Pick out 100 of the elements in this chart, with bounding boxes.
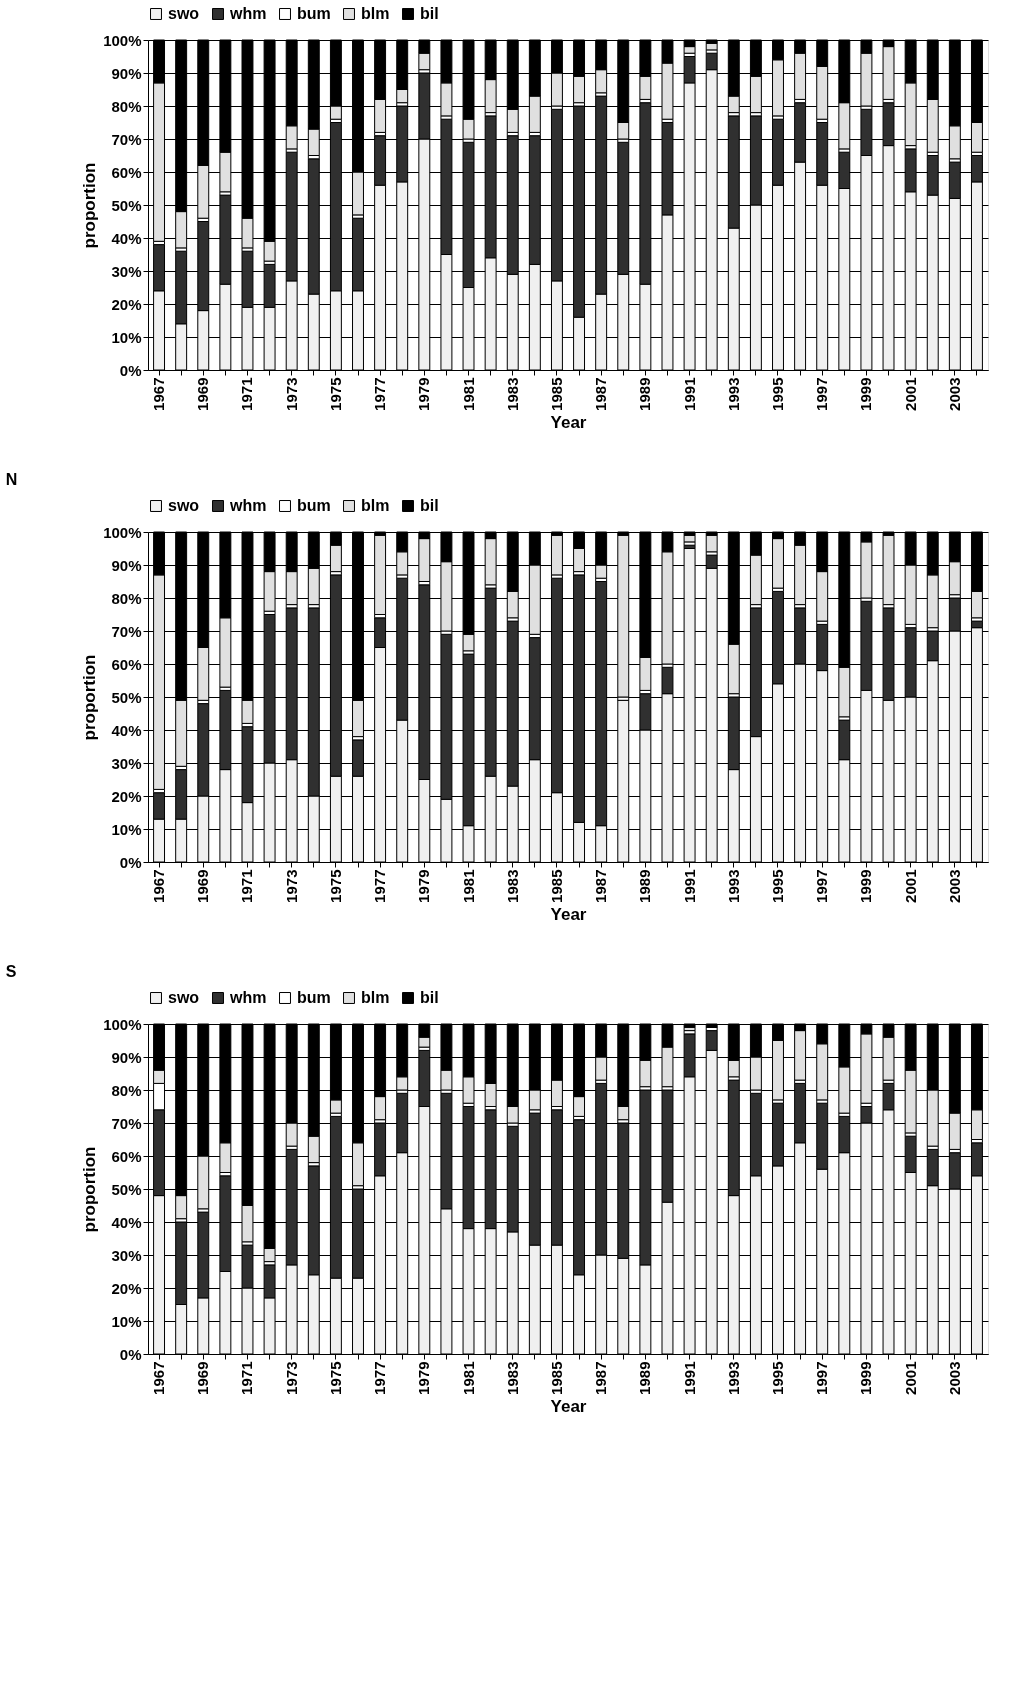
y-tick-label: 70% bbox=[111, 1114, 142, 1132]
legend-label: whm bbox=[229, 497, 267, 514]
y-tick-label: 90% bbox=[111, 556, 142, 574]
y-tick-label: 40% bbox=[111, 1213, 142, 1231]
y-tick-label: 60% bbox=[111, 163, 142, 181]
x-tick-label: 1969 bbox=[194, 1361, 212, 1395]
x-tick-label: 1967 bbox=[150, 869, 168, 903]
x-tick-label: 1971 bbox=[238, 1361, 256, 1395]
x-tick-label: 1975 bbox=[326, 377, 344, 411]
y-tick-label: 90% bbox=[111, 1048, 142, 1066]
bar bbox=[705, 534, 718, 553]
x-tick-label: 1991 bbox=[680, 377, 698, 411]
x-tick-label: 1999 bbox=[857, 377, 875, 411]
x-tick-label: 1979 bbox=[415, 377, 433, 411]
y-tick-label: 30% bbox=[111, 754, 142, 772]
x-tick-label: 1979 bbox=[415, 869, 433, 903]
legend-label: whm bbox=[229, 989, 267, 1006]
y-tick-label: 50% bbox=[111, 196, 142, 214]
x-tick-label: 1977 bbox=[371, 377, 389, 411]
y-tick-label: 70% bbox=[111, 622, 142, 640]
x-tick-label: 1979 bbox=[415, 1361, 433, 1395]
x-tick-label: 1985 bbox=[547, 377, 565, 411]
x-tick-label: 1967 bbox=[150, 1361, 168, 1395]
x-tick-label: 1983 bbox=[503, 869, 521, 903]
y-tick-label: 20% bbox=[111, 295, 142, 313]
legend-label: blm bbox=[361, 497, 390, 514]
x-tick-label: 1977 bbox=[371, 1361, 389, 1395]
legend-label: bil bbox=[420, 989, 439, 1006]
x-tick-label: 1981 bbox=[459, 377, 477, 411]
x-tick-label: 1971 bbox=[238, 377, 256, 411]
x-tick-label: 1985 bbox=[547, 1361, 565, 1395]
x-tick-label: 1987 bbox=[592, 869, 610, 903]
x-tick-label: 1993 bbox=[724, 869, 742, 903]
y-tick-label: 100% bbox=[103, 523, 142, 541]
x-axis-title: Year bbox=[550, 1396, 587, 1416]
y-tick-label: 10% bbox=[111, 328, 142, 346]
x-tick-label: 1969 bbox=[194, 377, 212, 411]
x-tick-label: 1973 bbox=[282, 869, 300, 903]
x-tick-label: 1997 bbox=[813, 869, 831, 903]
y-tick-label: 80% bbox=[111, 1081, 142, 1099]
x-tick-label: 1981 bbox=[459, 869, 477, 903]
x-tick-label: 1989 bbox=[636, 1361, 654, 1395]
y-axis-title: proportion bbox=[80, 1146, 100, 1233]
x-tick-label: 1983 bbox=[503, 1361, 521, 1395]
bar bbox=[705, 42, 718, 51]
legend-label: bil bbox=[420, 5, 439, 22]
x-tick-label: 1985 bbox=[547, 869, 565, 903]
y-tick-label: 80% bbox=[111, 97, 142, 115]
x-tick-label: 2003 bbox=[945, 1361, 963, 1395]
x-tick-label: 1975 bbox=[326, 1361, 344, 1395]
x-tick-label: 1973 bbox=[282, 377, 300, 411]
text: N bbox=[5, 471, 18, 488]
x-tick-label: 1989 bbox=[636, 869, 654, 903]
x-tick-label: 1995 bbox=[769, 1361, 786, 1395]
legend-label: blm bbox=[361, 989, 390, 1006]
y-tick-label: 0% bbox=[119, 361, 142, 379]
y-tick-label: 100% bbox=[103, 31, 142, 49]
x-tick-label: 1987 bbox=[592, 377, 610, 411]
legend-label: whm bbox=[229, 5, 267, 22]
y-tick-label: 90% bbox=[111, 64, 142, 82]
y-tick-label: 70% bbox=[111, 130, 142, 148]
y-tick-label: 30% bbox=[111, 262, 142, 280]
x-tick-label: 1981 bbox=[459, 1361, 477, 1395]
x-tick-label: 1977 bbox=[371, 869, 389, 903]
legend-label: bum bbox=[297, 497, 331, 514]
legend-label: swo bbox=[168, 497, 200, 514]
x-tick-label: 1991 bbox=[680, 869, 698, 903]
y-tick-label: 0% bbox=[119, 1345, 142, 1363]
y-tick-label: 40% bbox=[111, 721, 142, 739]
x-tick-label: 1989 bbox=[636, 377, 654, 411]
x-tick-label: 1991 bbox=[680, 1361, 698, 1395]
legend-label: blm bbox=[361, 5, 390, 22]
x-axis-title: Year bbox=[550, 904, 587, 924]
x-tick-label: 1997 bbox=[813, 1361, 831, 1395]
y-tick-label: 50% bbox=[111, 688, 142, 706]
y-tick-label: 60% bbox=[111, 655, 142, 673]
y-tick-label: 10% bbox=[111, 820, 142, 838]
x-tick-label: 1987 bbox=[592, 1361, 610, 1395]
y-tick-label: 80% bbox=[111, 589, 142, 607]
x-tick-label: 1995 bbox=[769, 377, 786, 411]
x-tick-label: 1993 bbox=[724, 377, 742, 411]
y-tick-label: 50% bbox=[111, 1180, 142, 1198]
x-tick-label: 1971 bbox=[238, 869, 256, 903]
x-tick-label: 2003 bbox=[945, 869, 963, 903]
y-tick-label: 20% bbox=[111, 1279, 142, 1297]
x-tick-label: 1997 bbox=[813, 377, 831, 411]
x-tick-label: 2001 bbox=[901, 869, 919, 903]
x-tick-label: 1999 bbox=[857, 869, 875, 903]
x-tick-label: 1973 bbox=[282, 1361, 300, 1395]
legend-label: swo bbox=[168, 989, 200, 1006]
y-tick-label: 60% bbox=[111, 1147, 142, 1165]
y-tick-label: 10% bbox=[111, 1312, 142, 1330]
x-tick-label: 1983 bbox=[503, 377, 521, 411]
x-tick-label: 2001 bbox=[901, 1361, 919, 1395]
legend-label: bum bbox=[297, 989, 331, 1006]
x-tick-label: 2001 bbox=[901, 377, 919, 411]
text: S bbox=[5, 963, 17, 980]
x-tick-label: 1975 bbox=[326, 869, 344, 903]
y-tick-label: 20% bbox=[111, 787, 142, 805]
x-tick-label: 1967 bbox=[150, 377, 168, 411]
